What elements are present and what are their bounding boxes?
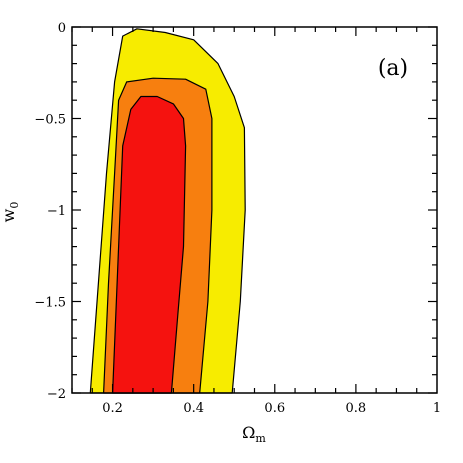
- contour-inner: [111, 95, 187, 394]
- y-tick-label: −0.5: [34, 113, 66, 128]
- y-tick-label: 0: [58, 21, 66, 36]
- y-axis-label-sub: 0: [8, 202, 21, 209]
- x-axis-label-main: Ω: [242, 423, 255, 442]
- confidence-contours: [89, 28, 246, 394]
- x-axis-label: Ωm: [242, 423, 266, 445]
- x-tick-label: 0.2: [102, 401, 123, 416]
- y-axis-label: w0: [0, 202, 21, 223]
- axis-ticks: [71, 26, 437, 394]
- x-axis-label-sub: m: [255, 432, 266, 445]
- y-tick-label: −2: [47, 387, 66, 402]
- x-tick-labels: 0.2 0.4 0.6 0.8 1: [102, 401, 441, 416]
- panel-label: (a): [378, 56, 408, 81]
- x-tick-label: 0.6: [264, 401, 285, 416]
- x-tick-label: 0.4: [183, 401, 204, 416]
- x-tick-label: 0.8: [346, 401, 367, 416]
- y-axis-label-main: w: [0, 208, 18, 222]
- y-tick-label: −1: [47, 204, 66, 219]
- y-tick-labels: 0 −0.5 −1 −1.5 −2: [34, 21, 66, 402]
- y-tick-label: −1.5: [34, 296, 66, 311]
- x-tick-label: 1: [433, 401, 441, 416]
